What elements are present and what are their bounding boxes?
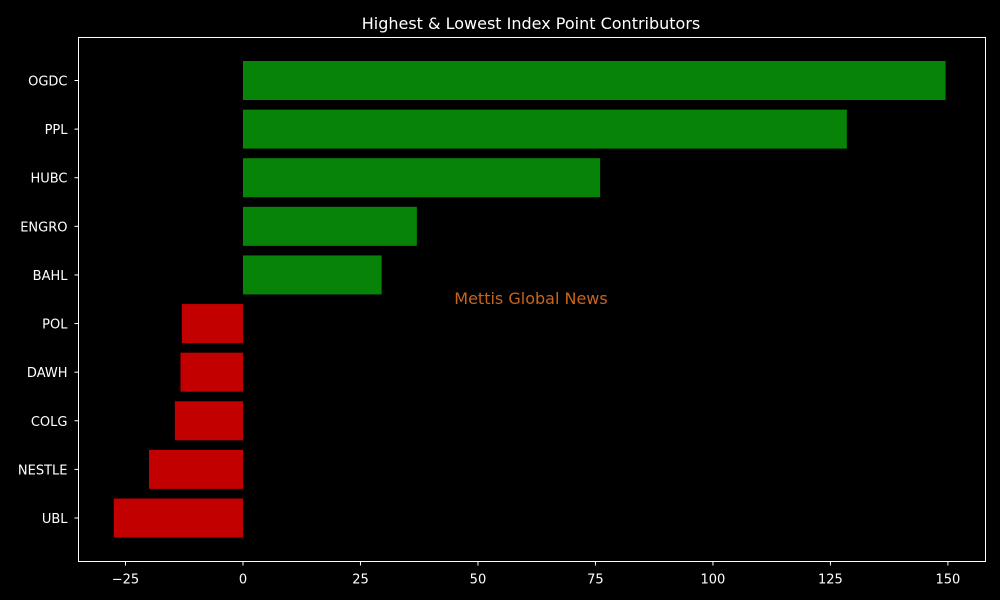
x-tick-label-7: 150 bbox=[935, 573, 960, 588]
bar-hubc bbox=[242, 158, 601, 198]
bar-ogdc bbox=[242, 61, 946, 100]
y-tick-label-colg: COLG bbox=[31, 415, 68, 430]
bar-dawh bbox=[180, 352, 243, 392]
bar-ppl bbox=[242, 109, 847, 149]
x-tick-label-1: 0 bbox=[239, 573, 247, 588]
bar-ubl bbox=[113, 498, 243, 538]
y-axis: OGDC PPL HUBC ENGRO BAHL POL DAWH COLG NESTLE UBL bbox=[18, 75, 79, 527]
x-tick-label-5: 100 bbox=[701, 573, 726, 588]
y-tick-label-bahl: BAHL bbox=[33, 269, 69, 284]
bars-group bbox=[113, 61, 946, 538]
plot-frame bbox=[78, 37, 986, 562]
x-tick-label-0: −25 bbox=[112, 573, 139, 588]
x-axis: −25 0 25 50 75 100 125 150 bbox=[112, 561, 960, 588]
bar-colg bbox=[174, 401, 243, 441]
y-tick-label-ppl: PPL bbox=[45, 123, 69, 138]
y-tick-label-pol: POL bbox=[42, 318, 68, 333]
bar-engro bbox=[242, 206, 417, 246]
chart-title: Highest & Lowest Index Point Contributor… bbox=[362, 14, 701, 33]
x-tick-label-6: 125 bbox=[818, 573, 843, 588]
y-tick-label-dawh: DAWH bbox=[27, 366, 68, 381]
y-tick-label-engro: ENGRO bbox=[20, 220, 67, 235]
x-tick-label-3: 50 bbox=[470, 573, 487, 588]
x-tick-label-4: 75 bbox=[587, 573, 604, 588]
x-tick-label-2: 25 bbox=[352, 573, 369, 588]
bar-nestle bbox=[148, 449, 243, 489]
y-tick-label-nestle: NESTLE bbox=[18, 463, 68, 478]
watermark-text: Mettis Global News bbox=[454, 289, 607, 308]
bar-pol bbox=[181, 304, 243, 344]
bar-bahl bbox=[242, 255, 382, 295]
y-tick-label-ubl: UBL bbox=[42, 512, 68, 527]
y-tick-label-ogdc: OGDC bbox=[28, 75, 67, 90]
y-tick-label-hubc: HUBC bbox=[30, 172, 67, 187]
